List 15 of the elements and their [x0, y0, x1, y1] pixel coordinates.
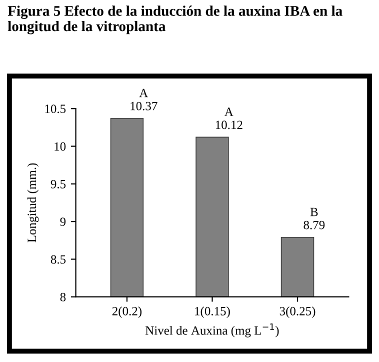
- y-tick-label: 10.5: [45, 104, 66, 114]
- data-label: A 10.37: [130, 88, 158, 110]
- data-label: B 8.79: [304, 208, 325, 230]
- data-label: A 10.12: [216, 108, 242, 130]
- y-tick-label: 9: [60, 218, 66, 226]
- y-tick-label: 8.5: [50, 255, 66, 264]
- y-tick-label: 8: [60, 292, 66, 302]
- chart-title: Figura 5 Efecto de la inducción de la auxina IBA en la longitud de la vitroplanta: [8, 5, 342, 34]
- x-tick-label: 1(0.15): [195, 306, 230, 318]
- y-axis-title: Longitud (mm.): [27, 163, 39, 242]
- x-tick-label: 3(0.25): [280, 306, 316, 318]
- x-axis-title: Nivel de Auxina (mg L$^{−1}$): [145, 323, 279, 338]
- y-tick-label: 9.5: [50, 180, 66, 188]
- x-tick-label: 2(0.2): [112, 306, 142, 318]
- y-tick-label: 10: [54, 142, 66, 151]
